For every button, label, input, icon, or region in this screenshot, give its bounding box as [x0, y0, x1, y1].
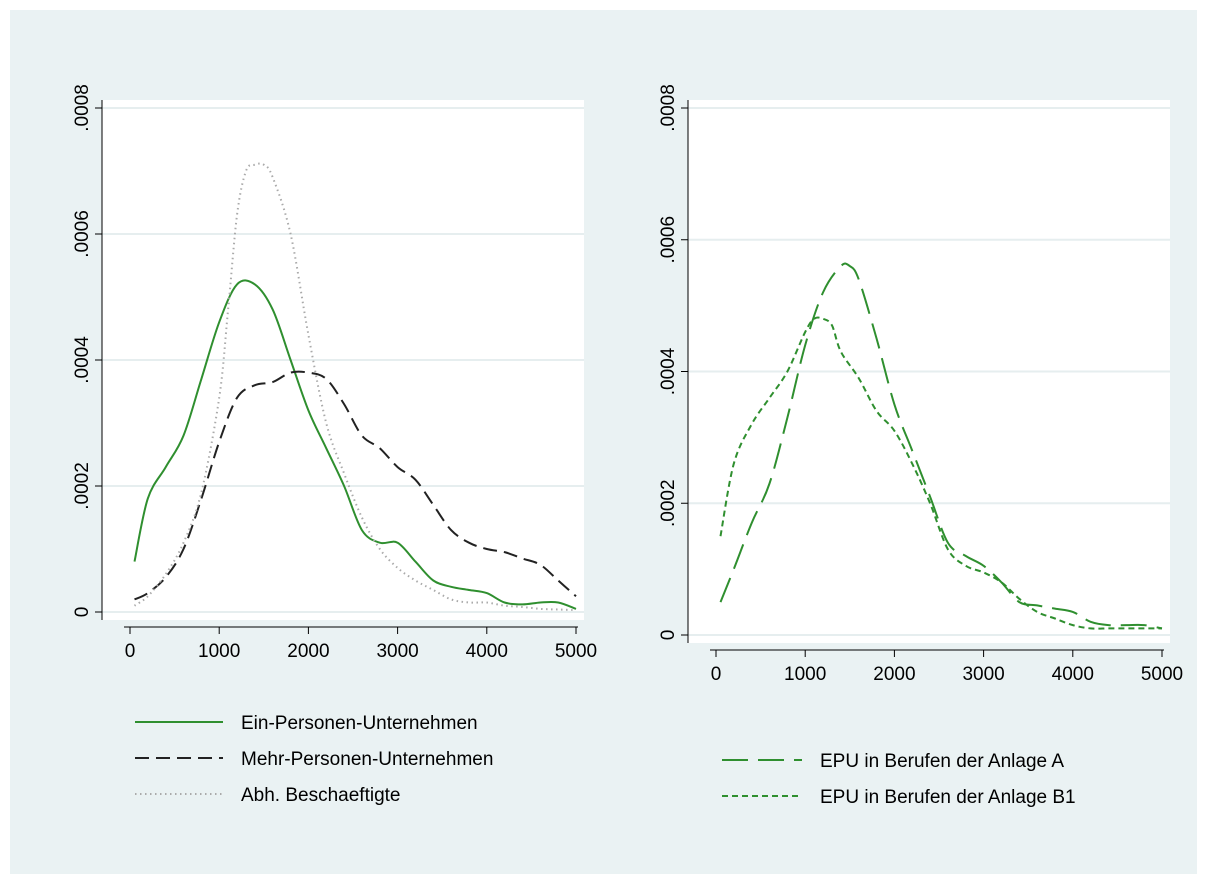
y-tick-label: 0 [658, 630, 679, 641]
series-line-2 [134, 370, 577, 601]
y-tick-label: .0006 [658, 216, 679, 264]
x-tick-label: 1000 [784, 664, 826, 685]
y-tick-label: .0002 [658, 479, 679, 527]
x-tick-label: 2000 [287, 641, 329, 662]
legend-label: EPU in Berufen der Anlage A [820, 751, 1064, 772]
y-tick-label: .0002 [72, 462, 93, 510]
x-tick-label: 2000 [873, 664, 915, 685]
legend-label: Mehr-Personen-Unternehmen [241, 749, 493, 770]
x-tick-label: 0 [711, 664, 722, 685]
x-tick-label: 5000 [1141, 664, 1183, 685]
chart-2: 0 .0002 .0004 .0006 .0008 0 1000 2000 3000 4000 50… [658, 84, 1183, 808]
x-tick-label: 4000 [466, 641, 508, 662]
x-tick-label: 5000 [555, 641, 597, 662]
series-line-3 [133, 162, 577, 612]
x-tick-label: 1000 [198, 641, 240, 662]
x-tick-label: 0 [125, 641, 136, 662]
y-tick-label: .0004 [658, 347, 679, 395]
series-line-2 [719, 316, 1162, 630]
series-line-1 [133, 279, 577, 610]
y-tick-label: .0004 [72, 336, 93, 384]
y-tick-label: .0006 [72, 210, 93, 258]
legend-label: EPU in Berufen der Anlage B1 [820, 787, 1076, 808]
y-tick-label: .0008 [72, 84, 93, 132]
x-tick-label: 4000 [1052, 664, 1094, 685]
chart-1: 0 .0002 .0004 .0006 .0008 0 1000 2000 3000 4000 50… [72, 84, 597, 806]
x-tick-label: 3000 [376, 641, 418, 662]
y-tick-label: .0008 [658, 84, 679, 132]
legend-label: Ein-Personen-Unternehmen [241, 713, 478, 734]
x-tick-label: 3000 [962, 664, 1004, 685]
legend-label: Abh. Beschaeftigte [241, 785, 401, 806]
y-tick-label: 0 [72, 607, 93, 618]
